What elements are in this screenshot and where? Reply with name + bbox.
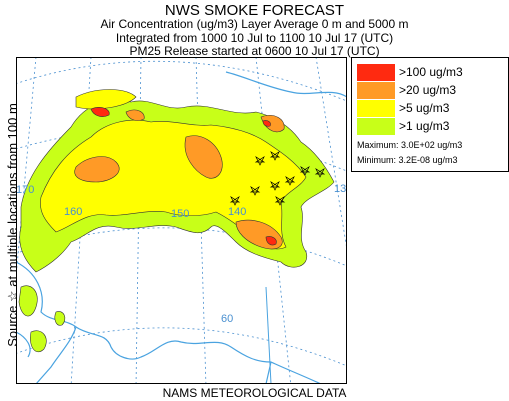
forecast-title: NWS SMOKE FORECAST <box>164 2 345 19</box>
maximum-value: Maximum: 3.0E+02 ug/m3 <box>357 140 463 150</box>
legend-swatch <box>357 118 395 135</box>
legend-swatch <box>357 82 395 99</box>
minimum-value: Minimum: 3.2E-08 ug/m3 <box>357 155 458 165</box>
legend-label: >20 ug/m3 <box>399 83 457 97</box>
met-data-label: NAMS METEOROLOGICAL DATA <box>162 386 347 400</box>
legend-label: >5 ug/m3 <box>399 101 450 115</box>
lat-label-60: 60 <box>221 313 233 325</box>
source-markers <box>229 151 326 206</box>
legend-label: >1 ug/m3 <box>399 119 450 133</box>
lon-label-140: 140 <box>228 206 246 218</box>
legend-swatch <box>357 100 395 117</box>
legend-swatch <box>357 64 395 81</box>
concentration-layer-line: Air Concentration (ug/m3) Layer Average … <box>100 17 409 31</box>
smoke-contour-gt5 <box>40 89 307 250</box>
map-frame <box>16 57 347 384</box>
integration-period-line: Integrated from 1000 10 Jul to 1100 10 J… <box>115 31 394 45</box>
legend-label: >100 ug/m3 <box>399 65 463 79</box>
lon-label-160: 160 <box>64 206 82 218</box>
lon-label-150: 150 <box>171 208 189 220</box>
smoke-map: 170 160 150 140 130 60 <box>16 57 347 384</box>
smoke-contour-gt100 <box>90 107 277 246</box>
lon-label-170: 170 <box>16 184 34 196</box>
release-start-line: PM25 Release started at 0600 10 Jul 17 (… <box>129 44 380 58</box>
border-line <box>265 286 272 384</box>
lon-label-130: 130 <box>334 183 347 195</box>
concentration-legend: >100 ug/m3 >20 ug/m3 >5 ug/m3 >1 ug/m3 M… <box>351 57 509 172</box>
